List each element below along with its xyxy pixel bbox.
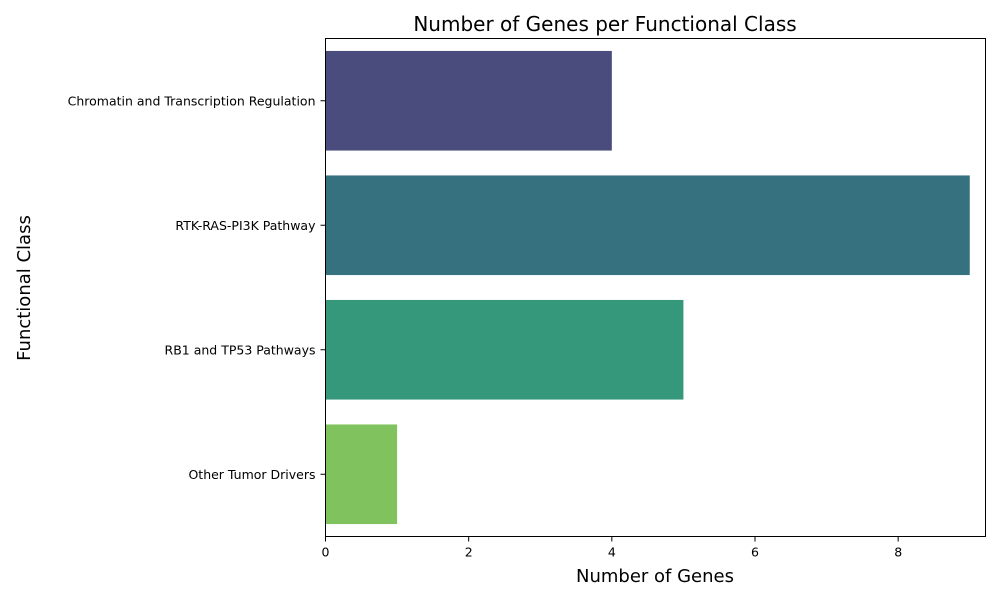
bar — [325, 424, 398, 525]
bars — [325, 50, 970, 525]
y-tick-label: Chromatin and Transcription Regulation — [68, 93, 316, 108]
bar — [325, 50, 612, 151]
x-tick-label: 8 — [894, 545, 902, 560]
y-axis-label: Functional Class — [14, 215, 35, 361]
chart-title: Number of Genes per Functional Class — [413, 12, 796, 36]
x-tick-label: 4 — [608, 545, 616, 560]
x-axis-label: Number of Genes — [576, 566, 734, 587]
x-tick-label: 2 — [465, 545, 473, 560]
plot-frame — [325, 38, 986, 537]
y-tick-label: Other Tumor Drivers — [188, 467, 315, 482]
y-axis-ticks: Chromatin and Transcription Regulation RT… — [68, 93, 326, 482]
y-tick-label: RTK-RAS-PI3K Pathway — [175, 218, 316, 233]
x-tick-label: 0 — [322, 545, 330, 560]
x-tick-label: 6 — [751, 545, 759, 560]
bar — [325, 299, 684, 400]
bar — [325, 175, 970, 276]
x-axis-ticks: 0 2 4 6 8 — [322, 536, 902, 560]
y-tick-label: RB1 and TP53 Pathways — [165, 342, 316, 357]
